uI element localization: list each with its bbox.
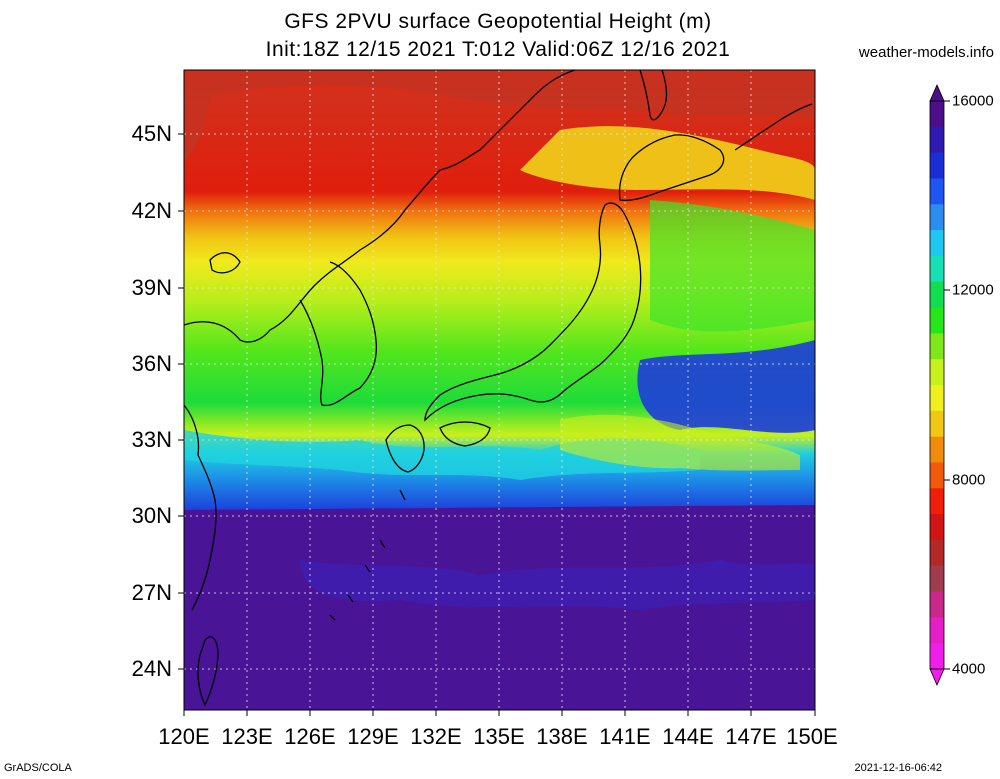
x-tick-147e: 147E [725,724,777,749]
software-credit: GrADS/COLA [4,762,72,774]
green-east [650,200,815,332]
colorbar-frame [929,100,945,670]
x-tick-141e: 141E [599,724,651,749]
coastlines [184,70,813,707]
colorbar-swatch [930,359,944,386]
colorbar-swatch [930,436,944,463]
coast-ryukyu [329,489,406,621]
x-tick-123e: 123E [221,724,273,749]
timestamp: 2021-12-16-06:42 [854,762,942,774]
colorbar-swatch [930,230,944,257]
colorbar-swatch [930,152,944,179]
colorbar-label-12000: 12000 [952,281,994,299]
page-title-line2: Init:18Z 12/15 2021 T:012 Valid:06Z 12/1… [265,38,731,61]
coast-hokkaido [618,134,725,201]
colorbar-swatch [930,101,944,128]
coast-bohai [209,252,241,274]
grid [184,70,815,710]
coast-asia [184,70,576,343]
y-tick-24n: 24N [131,656,172,681]
colorbar-swatch [930,591,944,618]
blue-intrusion [637,340,815,433]
coast-taiwan [197,636,219,707]
colorbar-swatch [930,333,944,360]
x-tick-144e: 144E [662,724,714,749]
coast-sakhalin [639,70,668,121]
colorbar-swatch [930,617,944,644]
colorbar-swatch [930,178,944,205]
coast-kyushu [385,424,425,473]
lime-patch [560,414,800,471]
x-tick-120e: 120E [158,724,210,749]
colorbar-swatch [930,126,944,154]
colorbar-swatch [930,307,944,334]
coast-korea [299,261,378,407]
colorbar-swatch [930,385,944,412]
site-credit: weather-models.info [858,44,994,61]
colorbar-ticks [944,100,950,670]
colorbar-label-8000: 8000 [952,471,986,489]
colorbar-swatch [930,514,944,541]
colorbar-swatch [930,204,944,231]
x-tick-132e: 132E [410,724,462,749]
colorbar-swatch [930,255,944,283]
y-tick-27n: 27N [131,580,172,605]
colorbar-swatch [930,565,944,593]
colorbar-swatch [930,488,944,515]
colorbar-swatch [930,539,944,567]
y-tick-45n: 45N [131,121,172,146]
colorbar-label-4000: 4000 [952,660,986,678]
colorbar-swatch [930,643,944,670]
page-title-line1: GFS 2PVU surface Geopotential Height (m) [284,10,712,33]
deep-red-core [184,70,815,160]
coast-shikoku [439,421,491,447]
south-purple [184,505,815,710]
yellow-tongue [520,126,815,200]
colorbar [929,84,945,686]
colorbar-min-arrow [929,668,945,686]
x-tick-129e: 129E [347,724,399,749]
y-tick-33n: 33N [131,427,172,452]
y-tick-39n: 39N [131,275,172,300]
x-tick-126e: 126E [284,724,336,749]
colorbar-swatch [930,462,944,489]
x-tick-138e: 138E [536,724,588,749]
x-tick-150e: 150E [786,724,838,749]
colorbar-label-16000: 16000 [952,92,994,110]
south-blue-speckle [300,560,815,610]
y-tick-36n: 36N [131,351,172,376]
colorbar-swatch [930,281,944,309]
tick-marks [178,133,816,716]
coast-china-east [184,404,217,611]
y-tick-30n: 30N [131,503,172,528]
colorbar-max-arrow [929,84,945,102]
y-tick-42n: 42N [131,198,172,223]
x-tick-135e: 135E [473,724,525,749]
field-layer [184,70,815,710]
coast-kurils [734,103,813,151]
colorbar-swatch [930,410,944,438]
coast-honshu [424,202,642,422]
